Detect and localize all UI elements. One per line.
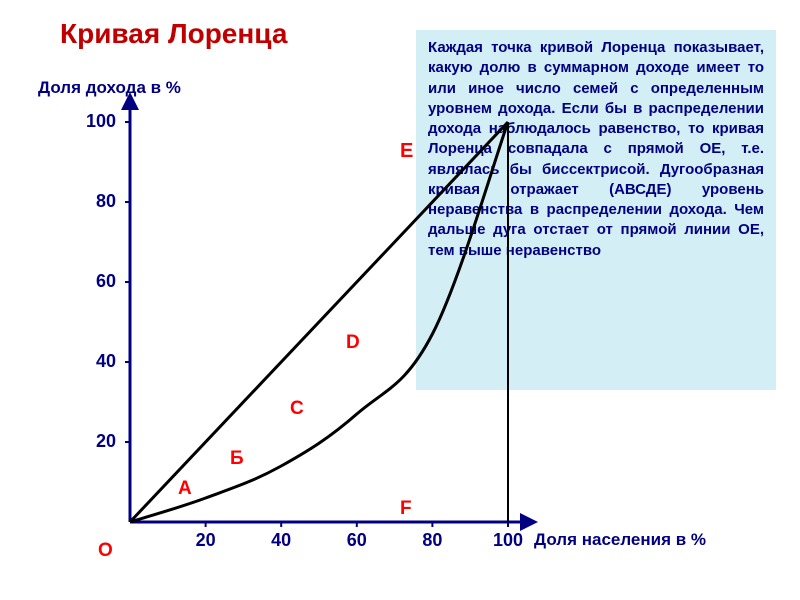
point-label-Е: Е xyxy=(400,140,413,163)
x-tick-label: 20 xyxy=(186,530,226,551)
point-label-А: А xyxy=(178,478,192,500)
point-label-Б: Б xyxy=(230,448,244,470)
point-label-С: С xyxy=(290,398,304,420)
point-label-F: F xyxy=(400,498,412,520)
y-tick-label: 80 xyxy=(66,191,116,212)
y-tick-label: 20 xyxy=(66,431,116,452)
x-tick-label: 40 xyxy=(261,530,301,551)
x-tick-label: 60 xyxy=(337,530,377,551)
y-tick-label: 60 xyxy=(66,271,116,292)
y-tick-label: 100 xyxy=(66,111,116,132)
y-tick-label: 40 xyxy=(66,351,116,372)
point-label-O: O xyxy=(98,540,113,562)
x-tick-label: 100 xyxy=(488,530,528,551)
x-tick-label: 80 xyxy=(412,530,452,551)
point-label-D: D xyxy=(346,332,360,354)
